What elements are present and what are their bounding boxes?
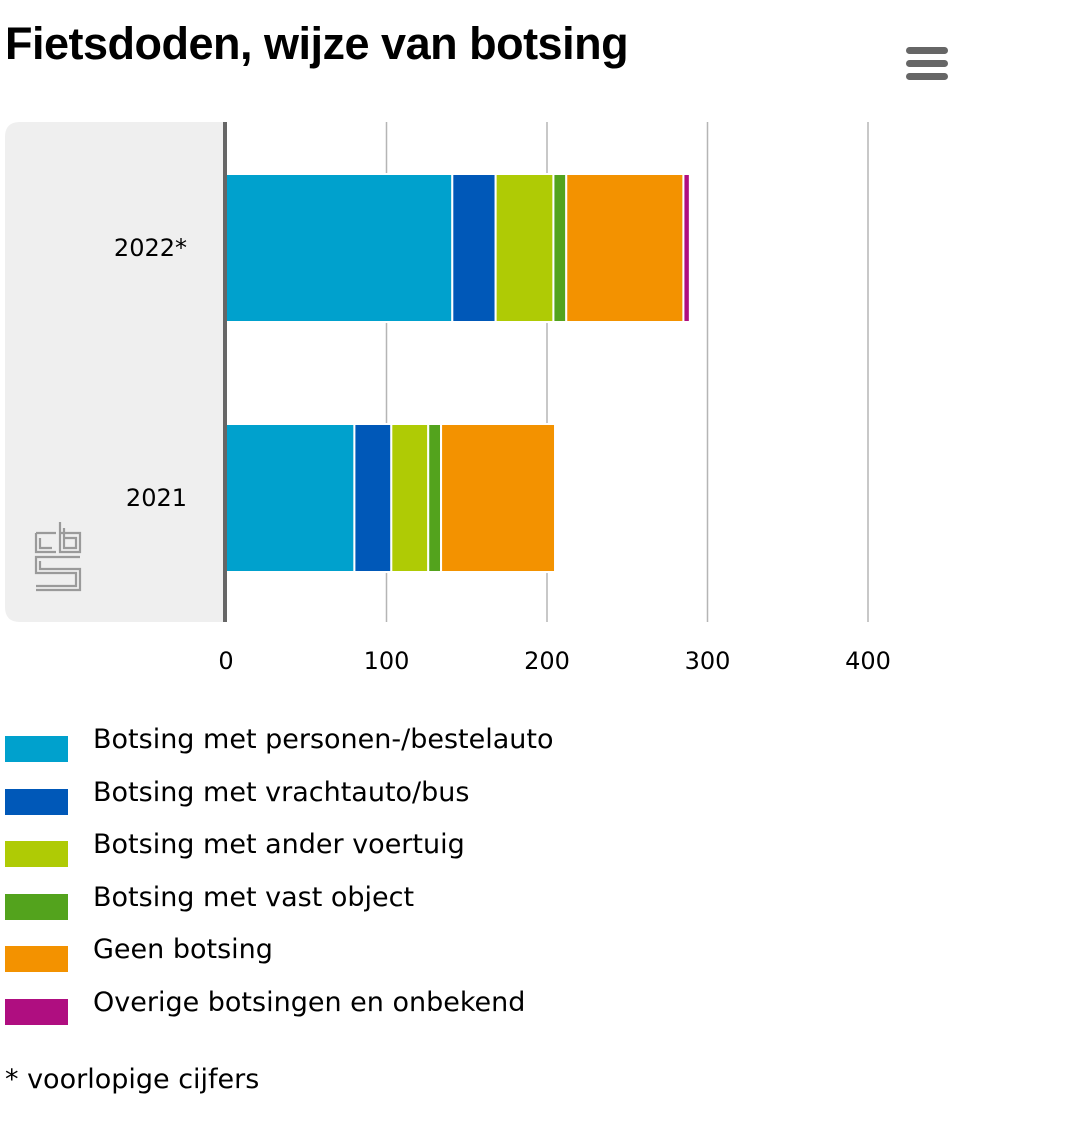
- bar-segment[interactable]: [353, 423, 393, 573]
- cbs-logo-icon: [34, 522, 82, 592]
- bar-segment[interactable]: [451, 173, 497, 323]
- category-label: 2022*: [114, 234, 187, 262]
- legend-label: Botsing met personen-/bestelauto: [93, 724, 554, 755]
- stacked-bar-chart: 2022* 2021 0 100 200 300 400: [5, 122, 891, 675]
- legend-item[interactable]: Botsing met personen-/bestelauto: [5, 722, 705, 762]
- legend-swatch: [5, 998, 68, 1025]
- bar-segment[interactable]: [682, 173, 691, 323]
- menu-icon-bar: [906, 47, 948, 54]
- bar-segment[interactable]: [494, 173, 555, 323]
- category-labels: 2022* 2021: [114, 234, 187, 512]
- legend-item[interactable]: Botsing met vast object: [5, 880, 705, 920]
- x-tick-label: 400: [845, 647, 891, 675]
- bar-segment[interactable]: [225, 423, 356, 573]
- bar-segment[interactable]: [552, 173, 568, 323]
- legend-label: Overige botsingen en onbekend: [93, 986, 526, 1018]
- chart-title: Fietsdoden, wijze van botsing: [5, 18, 629, 69]
- bar-segment[interactable]: [565, 173, 685, 323]
- legend-swatch: [5, 946, 68, 972]
- bar-series-group: [225, 173, 691, 573]
- bar-segment[interactable]: [427, 423, 443, 573]
- category-label: 2021: [126, 484, 187, 512]
- x-axis-tick-labels: 0 100 200 300 400: [218, 647, 891, 675]
- bar-segment[interactable]: [225, 173, 454, 323]
- legend-swatch: [5, 736, 68, 762]
- x-tick-label: 0: [218, 647, 233, 675]
- legend-label: Botsing met vrachtauto/bus: [93, 776, 470, 808]
- menu-icon-bar: [906, 60, 948, 67]
- legend-label: Geen botsing: [93, 934, 273, 965]
- x-tick-label: 300: [685, 647, 731, 675]
- legend-item[interactable]: Botsing met vrachtauto/bus: [5, 775, 705, 815]
- bar-segment[interactable]: [440, 423, 557, 573]
- bar-segment[interactable]: [390, 423, 430, 573]
- legend-swatch: [5, 893, 68, 920]
- legend-label: Botsing met vast object: [93, 881, 415, 913]
- legend-label: Botsing met ander voertuig: [93, 829, 465, 860]
- menu-icon-bar: [906, 73, 948, 80]
- legend-swatch: [5, 788, 68, 815]
- legend-item[interactable]: Botsing met ander voertuig: [5, 827, 705, 867]
- x-tick-label: 200: [524, 647, 570, 675]
- x-tick-label: 100: [364, 647, 410, 675]
- legend-item[interactable]: Overige botsingen en onbekend: [5, 985, 705, 1025]
- legend-item[interactable]: Geen botsing: [5, 932, 705, 972]
- category-axis-background: [5, 122, 224, 622]
- chart-menu-button[interactable]: [902, 44, 954, 84]
- chart-footnote: * voorlopige cijfers: [5, 1064, 260, 1095]
- legend-swatch: [5, 841, 68, 867]
